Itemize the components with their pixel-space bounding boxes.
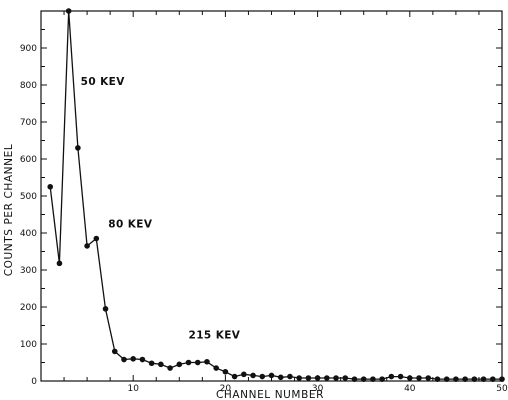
data-point <box>268 372 275 379</box>
y-tick-label: 900 <box>20 44 37 54</box>
data-point <box>84 243 90 249</box>
series-line <box>49 10 502 380</box>
data-point <box>314 375 321 381</box>
data-point <box>489 376 496 382</box>
data-point <box>296 375 302 381</box>
data-point <box>148 360 155 367</box>
plot-frame <box>40 10 503 382</box>
data-point <box>231 373 238 380</box>
data-point <box>379 376 385 382</box>
data-point <box>324 375 330 381</box>
data-point <box>204 358 210 365</box>
data-point <box>453 376 459 382</box>
y-tick-label: 800 <box>20 81 37 91</box>
data-point <box>388 373 395 380</box>
data-point <box>277 374 284 381</box>
data-point <box>351 376 358 382</box>
y-tick-label: 200 <box>20 303 37 313</box>
data-point <box>75 145 81 151</box>
data-point <box>176 361 183 368</box>
data-point <box>111 348 118 355</box>
data-point <box>342 375 349 381</box>
data-point <box>167 365 173 371</box>
data-point <box>241 371 247 378</box>
y-axis-title: COUNTS PER CHANNEL <box>3 144 15 277</box>
peak-annotation: 80 KEV <box>108 218 153 230</box>
points <box>47 8 505 382</box>
data-point <box>360 376 367 382</box>
data-point <box>56 260 63 267</box>
ticks <box>41 10 502 382</box>
x-tick-label: 40 <box>404 384 416 394</box>
data-point <box>443 376 450 382</box>
x-tick-label: 30 <box>312 384 324 394</box>
data-point <box>121 356 127 363</box>
data-point <box>130 356 136 362</box>
y-tick-label: 300 <box>20 266 37 276</box>
data-point <box>102 306 109 312</box>
data-point <box>416 375 422 381</box>
data-point <box>434 376 441 382</box>
data-point <box>250 372 256 379</box>
y-tick-label: 600 <box>20 155 37 165</box>
x-tick-label: 10 <box>127 384 139 394</box>
x-axis-title: CHANNEL NUMBER <box>216 389 324 400</box>
data-point <box>287 373 293 380</box>
data-point <box>397 373 404 380</box>
data-point <box>370 376 376 382</box>
y-tick-label: 0 <box>31 377 37 387</box>
peak-annotation: 50 KEV <box>81 76 126 88</box>
data-point <box>47 183 54 190</box>
data-point <box>471 376 478 382</box>
annotations: 50 KEV 80 KEV 215 KEV <box>81 76 241 341</box>
y-tick-label: 700 <box>20 118 37 128</box>
y-tick-label: 100 <box>20 340 37 350</box>
data-point <box>185 359 192 366</box>
data-point <box>305 375 312 381</box>
data-point <box>158 361 164 368</box>
data-point <box>65 8 72 14</box>
data-point <box>462 376 468 382</box>
data-point <box>259 373 266 380</box>
peak-annotation: 215 KEV <box>189 329 241 341</box>
series <box>49 10 502 380</box>
y-tick-label: 400 <box>20 229 37 239</box>
axes <box>40 10 503 382</box>
data-point <box>139 356 146 363</box>
data-point <box>407 375 413 381</box>
x-tick-label: 20 <box>220 384 232 394</box>
y-tick-label: 500 <box>20 192 37 202</box>
data-point <box>194 359 201 366</box>
data-point <box>425 375 432 381</box>
data-point <box>93 235 100 242</box>
data-point <box>499 376 505 382</box>
data-point <box>222 368 229 375</box>
x-tick-label: 50 <box>496 384 508 394</box>
data-point <box>480 376 487 382</box>
data-point <box>333 375 339 381</box>
data-point <box>213 365 219 371</box>
